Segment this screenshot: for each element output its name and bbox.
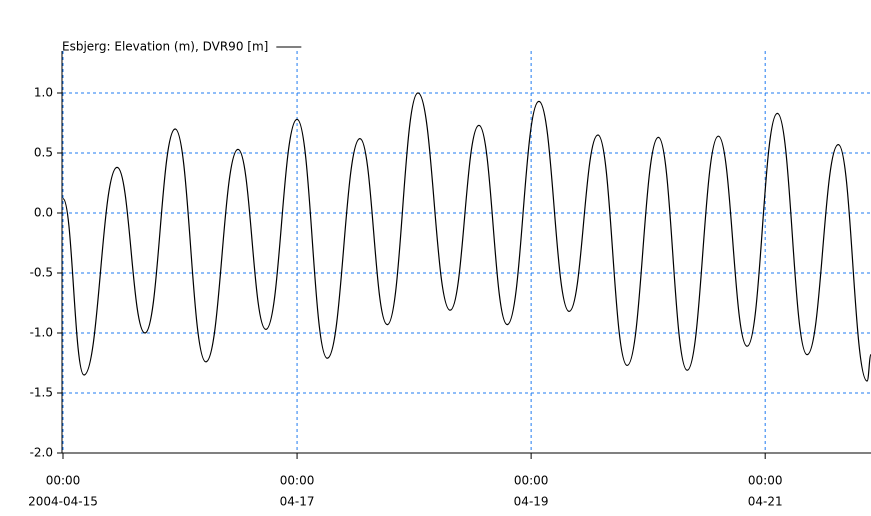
y-tick-label: -1.5: [30, 386, 53, 400]
x-tick-label: 00:00: [748, 474, 783, 488]
y-tick-label: -0.5: [30, 266, 53, 280]
y-tick-label: -1.0: [30, 326, 53, 340]
x-tick-label: 04-19: [514, 495, 549, 509]
y-tick-label: 0.5: [34, 146, 53, 160]
x-tick-label: 00:00: [514, 474, 549, 488]
x-tick-label: 00:00: [280, 474, 315, 488]
series-line: [62, 92, 871, 382]
x-tick-label: 2004-04-15: [28, 495, 98, 509]
y-tick-label: 1.0: [34, 86, 53, 100]
x-tick-label: 04-17: [280, 495, 315, 509]
x-tick-label: 04-21: [748, 495, 783, 509]
x-tick-label: 00:00: [46, 474, 81, 488]
legend-label: Esbjerg: Elevation (m), DVR90 [m]: [62, 40, 268, 54]
y-tick-label: -2.0: [30, 446, 53, 460]
y-tick-label: 0.0: [34, 206, 53, 220]
